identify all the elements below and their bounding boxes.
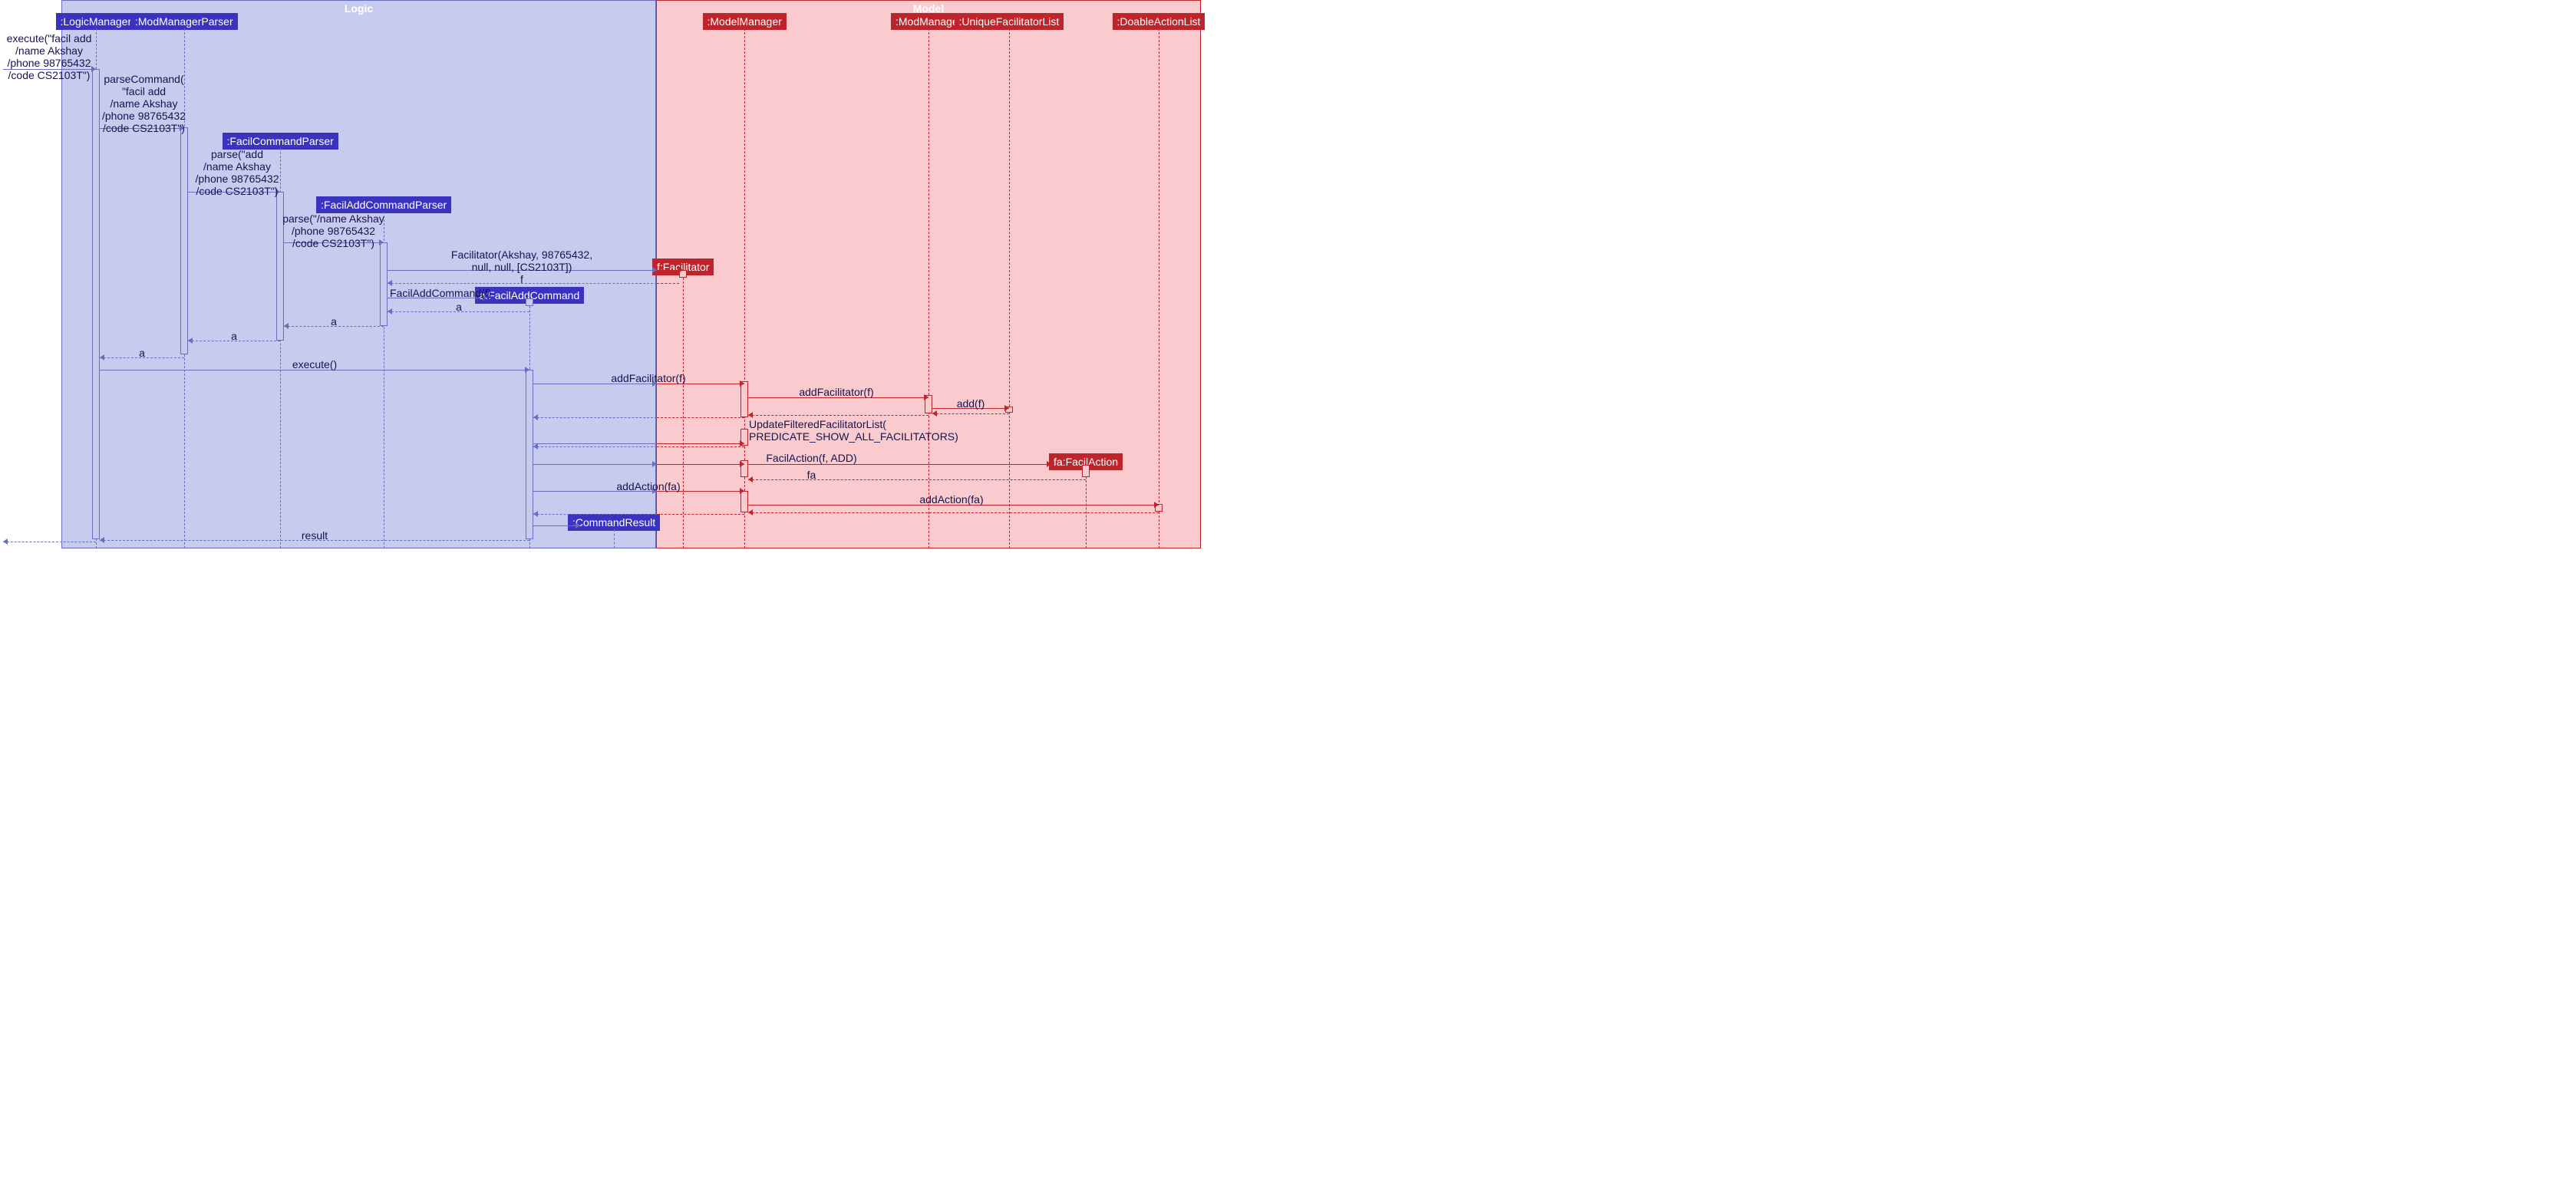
arrow-33 [748,512,1159,513]
lifeline-facilitator [683,274,684,548]
lifeline-uniqueFacilList [1009,28,1010,548]
participant-uniqueFacilList: :UniqueFacilitatorList [955,13,1064,30]
participant-doableActionList: :DoableActionList [1113,13,1206,30]
message-15: UpdateFilteredFacilitatorList(PREDICATE_… [749,418,941,443]
arrowhead-18 [932,410,937,417]
arrowhead-23 [740,440,744,446]
message-11: execute() [246,358,384,370]
arrowhead-17 [1004,405,1009,411]
arrow-36 [533,525,580,526]
arrowhead-36 [576,522,580,529]
participant-logicManager: :LogicManager [56,13,137,30]
message-7: a [390,301,528,313]
arrowhead-33 [748,509,753,515]
message-2: parse("add/name Akshay/phone 98765432/co… [192,148,282,197]
arrow-23 [657,443,744,444]
activation-facilAddParser-3 [380,242,388,326]
arrowhead-24 [533,443,538,450]
message-20: result [246,529,384,542]
activation-logicManager-0 [92,69,100,539]
arrowhead-15 [740,380,744,387]
message-18: addAction(fa) [568,480,729,492]
message-6: FacilAddCommand(f) [390,287,490,299]
arrowhead-26 [1047,461,1051,467]
arrowhead-37 [100,537,104,543]
arrowhead-6 [388,280,392,286]
arrow-26 [748,464,1051,465]
arrowhead-34 [533,511,538,517]
message-14: add(f) [944,397,998,410]
arrowhead-27 [748,476,753,482]
arrow-35 [657,514,744,515]
arrow-28 [533,464,657,465]
message-3: parse("/name Akshay/phone 98765432/code … [282,212,385,249]
arrow-22 [533,443,657,444]
arrow-21 [657,417,744,418]
arrowhead-19 [748,412,753,418]
participant-cmdResult: :CommandResult [568,514,660,531]
message-4: Facilitator(Akshay, 98765432,null, null,… [430,249,614,273]
participant-modManagerParser: :ModManagerParser [130,13,238,30]
arrowhead-13 [525,367,529,373]
arrowhead-38 [3,538,8,545]
message-12: addFacilitator(f) [568,372,729,384]
participant-facilAddParser: :FacilAddCommandParser [316,196,451,213]
activation-facilAddCmd-5 [526,370,533,539]
activation-modelManager-10 [740,491,748,512]
arrow-25 [657,446,744,447]
message-1: parseCommand("facil add/name Akshay/phon… [100,73,188,134]
participant-modelManager: :ModelManager [703,13,787,30]
message-10: a [100,347,184,359]
message-5: f [430,273,614,285]
participant-facilCmdParser: :FacilCommandParser [223,133,338,150]
arrow-20 [533,417,657,418]
arrowhead-32 [1154,502,1159,508]
activation-modelManager-7 [740,381,748,417]
message-17: fa [760,469,863,481]
activation-modManagerParser-1 [180,127,188,354]
message-19: addAction(fa) [875,493,1028,506]
arrow-7 [657,283,679,284]
arrow-24 [533,446,657,447]
activation-facilAction-13 [1082,465,1090,477]
arrowhead-16 [924,394,928,400]
arrow-18 [932,413,1009,414]
arrowhead-20 [533,414,538,420]
arrow-29 [657,464,744,465]
message-16: FacilAction(f, ADD) [760,452,863,464]
lifeline-cmdResult [614,529,615,548]
arrowhead-31 [740,488,744,494]
message-0: execute("facil add/name Akshay/phone 987… [3,32,95,81]
lifeline-modManager [928,28,929,548]
message-9: a [192,330,276,342]
arrow-19 [748,415,928,416]
arrowhead-29 [740,461,744,467]
arrowhead-5 [678,267,683,273]
message-8: a [284,315,384,328]
lifeline-facilAction [1086,469,1087,548]
sequence-diagram: LogicModel:LogicManager:ModManagerParser… [0,0,1201,548]
arrow-34 [533,514,657,515]
message-13: addFacilitator(f) [767,386,905,398]
